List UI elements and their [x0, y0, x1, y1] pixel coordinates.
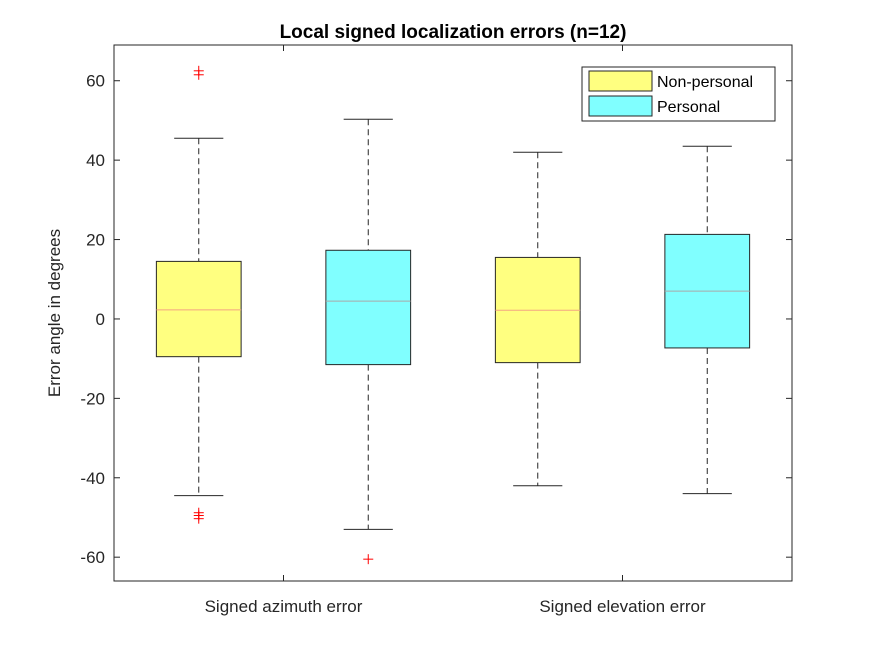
y-tick-label: -40 [80, 469, 105, 488]
y-tick-label: 0 [96, 310, 105, 329]
legend-label-personal: Personal [657, 99, 720, 116]
x-tick-label: Signed elevation error [539, 597, 706, 616]
y-tick-label: 20 [86, 231, 105, 250]
y-tick-label: -60 [80, 548, 105, 567]
legend-swatch-non-personal [588, 70, 653, 92]
box [325, 249, 412, 366]
axes-frame [113, 44, 793, 582]
y-tick-label: 40 [86, 151, 105, 170]
box-group [664, 145, 751, 495]
box [155, 260, 242, 358]
ticks-layer: 60 40 20 0 -20 -40 -60 Signed azimuth error Sign… [80, 45, 792, 616]
legend: Non-personal Personal [581, 66, 776, 122]
legend-swatch-personal [588, 95, 653, 117]
box-group [494, 151, 581, 487]
y-tick-label: 60 [86, 72, 105, 91]
y-axis-label: Error angle in degrees [45, 229, 64, 397]
y-tick-label: -20 [80, 389, 105, 408]
chart-title: Local signed localization errors (n=12) [280, 22, 627, 43]
boxes-layer [155, 65, 751, 565]
legend-label-non-personal: Non-personal [657, 74, 753, 91]
x-tick-label: Signed azimuth error [205, 597, 363, 616]
box-group [155, 65, 242, 524]
box-group [325, 118, 412, 565]
